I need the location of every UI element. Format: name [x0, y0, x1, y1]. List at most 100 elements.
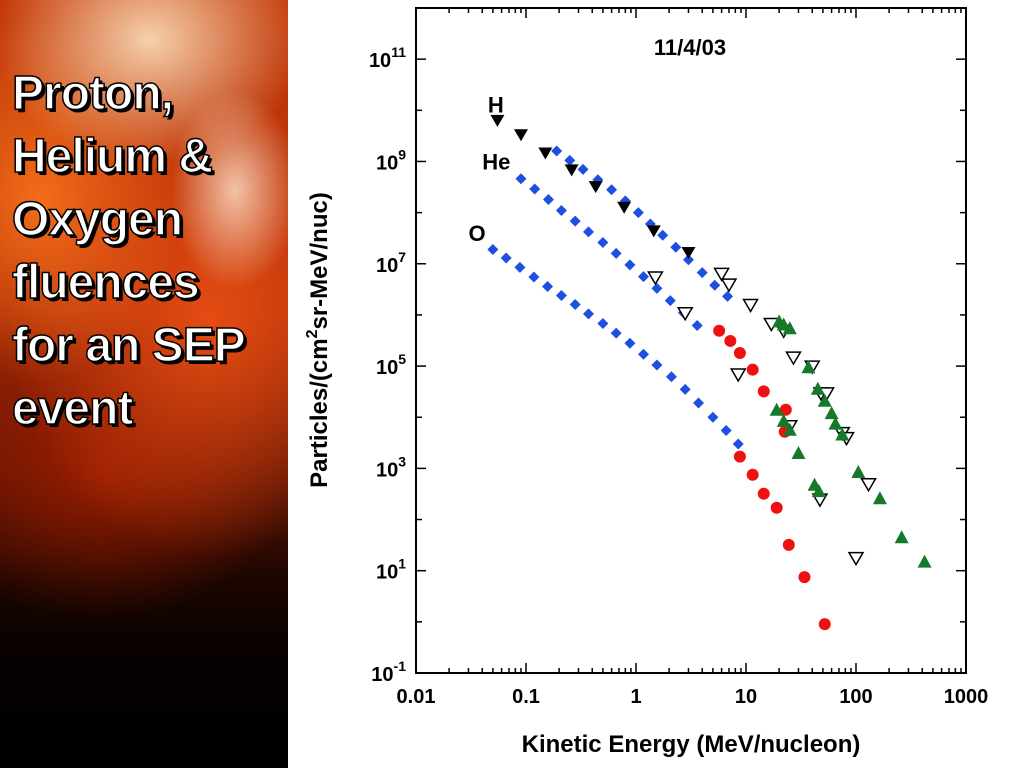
fit-diamond-marker	[514, 261, 526, 273]
oxygen-data-marker	[757, 385, 770, 398]
proton-data-marker	[646, 225, 661, 238]
y-tick-label: 101	[376, 556, 406, 584]
fit-diamond-marker	[569, 298, 581, 310]
helium-data-marker	[782, 422, 797, 436]
y-tick-base: 10	[376, 255, 398, 277]
open-data-marker	[785, 351, 802, 366]
helium-data-marker	[917, 554, 932, 568]
helium-data-marker	[791, 445, 806, 459]
fit-diamond-marker	[564, 154, 576, 166]
open-data-marker	[713, 267, 730, 282]
fit-diamond-marker	[500, 252, 512, 264]
helium-data-marker	[872, 491, 887, 505]
fit-diamond-marker	[597, 317, 609, 329]
oxygen-data-marker	[733, 450, 746, 463]
series-label: H	[488, 92, 504, 117]
fit-diamond-marker	[515, 173, 527, 185]
y-tick-label: 10-1	[371, 658, 406, 686]
oxygen-data-marker	[798, 571, 811, 584]
oxygen-data-marker	[746, 468, 759, 481]
oxygen-data-marker	[713, 324, 726, 337]
y-tick-label: 1011	[369, 44, 406, 72]
oxygen-data-marker	[757, 487, 770, 500]
plot-frame	[415, 7, 967, 674]
fit-diamond-marker	[651, 282, 663, 294]
helium-data-marker	[769, 402, 784, 416]
fit-diamond-marker	[551, 145, 563, 157]
sun-background-panel: Proton, Helium & Oxygen fluences for an …	[0, 0, 288, 768]
x-tick-label: 100	[839, 686, 872, 708]
x-axis-label: Kinetic Energy (MeV/nucleon)	[522, 731, 861, 758]
y-tick-exponent: 7	[398, 249, 406, 265]
oxygen-data-marker	[818, 618, 831, 631]
slide-title: Proton, Helium & Oxygen fluences for an …	[11, 66, 246, 436]
fit-diamond-marker	[709, 279, 721, 291]
y-tick-exponent: 3	[398, 453, 406, 469]
fit-diamond-marker	[720, 425, 732, 437]
x-tick-label: 1000	[944, 686, 989, 708]
fit-diamond-marker	[624, 259, 636, 271]
x-tick-label: 0.01	[397, 686, 436, 708]
oxygen-data-marker	[782, 538, 795, 551]
oxygen-data-marker	[746, 363, 759, 376]
y-tick-exponent: 1	[398, 556, 406, 572]
fit-diamond-marker	[665, 371, 677, 383]
fit-diamond-marker	[624, 337, 636, 349]
y-tick-exponent: 9	[398, 146, 406, 162]
oxygen-data-marker	[724, 334, 737, 347]
fit-diamond-marker	[664, 295, 676, 307]
y-tick-base: 10	[371, 664, 393, 686]
open-data-marker	[676, 307, 694, 322]
open-data-marker	[847, 551, 865, 567]
proton-data-marker	[681, 246, 696, 259]
fit-diamond-marker	[696, 267, 708, 279]
open-data-marker	[860, 478, 877, 493]
fit-diamond-marker	[610, 327, 622, 339]
y-tick-base: 10	[376, 357, 398, 379]
fit-diamond-marker	[583, 226, 595, 238]
fluence-chart: 0.01 0.1 1 10 100 1000 10-1101103105107109101…	[304, 7, 989, 758]
y-tick-exponent: -1	[394, 658, 407, 674]
fit-diamond-marker	[577, 163, 589, 175]
axis-ticks	[415, 8, 966, 674]
fit-diamond-marker	[610, 247, 622, 259]
x-tick-label: 1	[630, 686, 641, 708]
oxygen-data-marker	[779, 403, 792, 416]
fit-diamond-marker	[583, 308, 595, 320]
fit-diamond-marker	[707, 411, 719, 423]
fit-diamond-marker	[657, 229, 669, 241]
fit-diamond-marker	[555, 289, 567, 301]
data-markers	[487, 114, 932, 631]
fit-diamond-marker	[542, 280, 554, 292]
fit-diamond-marker	[528, 271, 540, 283]
helium-data-marker	[811, 484, 826, 498]
oxygen-data-marker	[733, 347, 746, 360]
proton-data-marker	[588, 181, 603, 194]
y-tick-label: 109	[376, 146, 406, 174]
helium-data-marker	[851, 464, 866, 478]
open-data-marker	[729, 368, 747, 383]
proton-data-marker	[490, 114, 505, 127]
y-axis-label-superscript: 2	[304, 329, 321, 338]
y-tick-base: 10	[376, 562, 398, 584]
fit-diamond-marker	[732, 438, 744, 450]
y-tick-base: 10	[376, 459, 398, 481]
proton-data-marker	[564, 164, 579, 177]
fit-diamond-marker	[569, 215, 581, 227]
y-tick-base: 10	[376, 152, 398, 174]
open-data-marker	[647, 271, 664, 286]
series-annotations: H He O	[468, 92, 510, 245]
fit-diamond-marker	[693, 397, 705, 409]
helium-data-marker	[817, 393, 832, 407]
helium-data-marker	[828, 416, 843, 430]
fit-diamond-marker	[597, 237, 609, 249]
y-axis-label: Particles/(cm2sr-MeV/nuc)	[304, 192, 333, 488]
fit-diamond-marker	[606, 184, 618, 196]
helium-data-marker	[776, 413, 791, 427]
proton-data-marker	[513, 129, 528, 142]
fit-diamond-marker	[555, 204, 567, 216]
x-tick-label: 0.1	[512, 686, 540, 708]
fit-diamond-marker	[632, 207, 644, 219]
proton-data-marker	[617, 201, 632, 214]
